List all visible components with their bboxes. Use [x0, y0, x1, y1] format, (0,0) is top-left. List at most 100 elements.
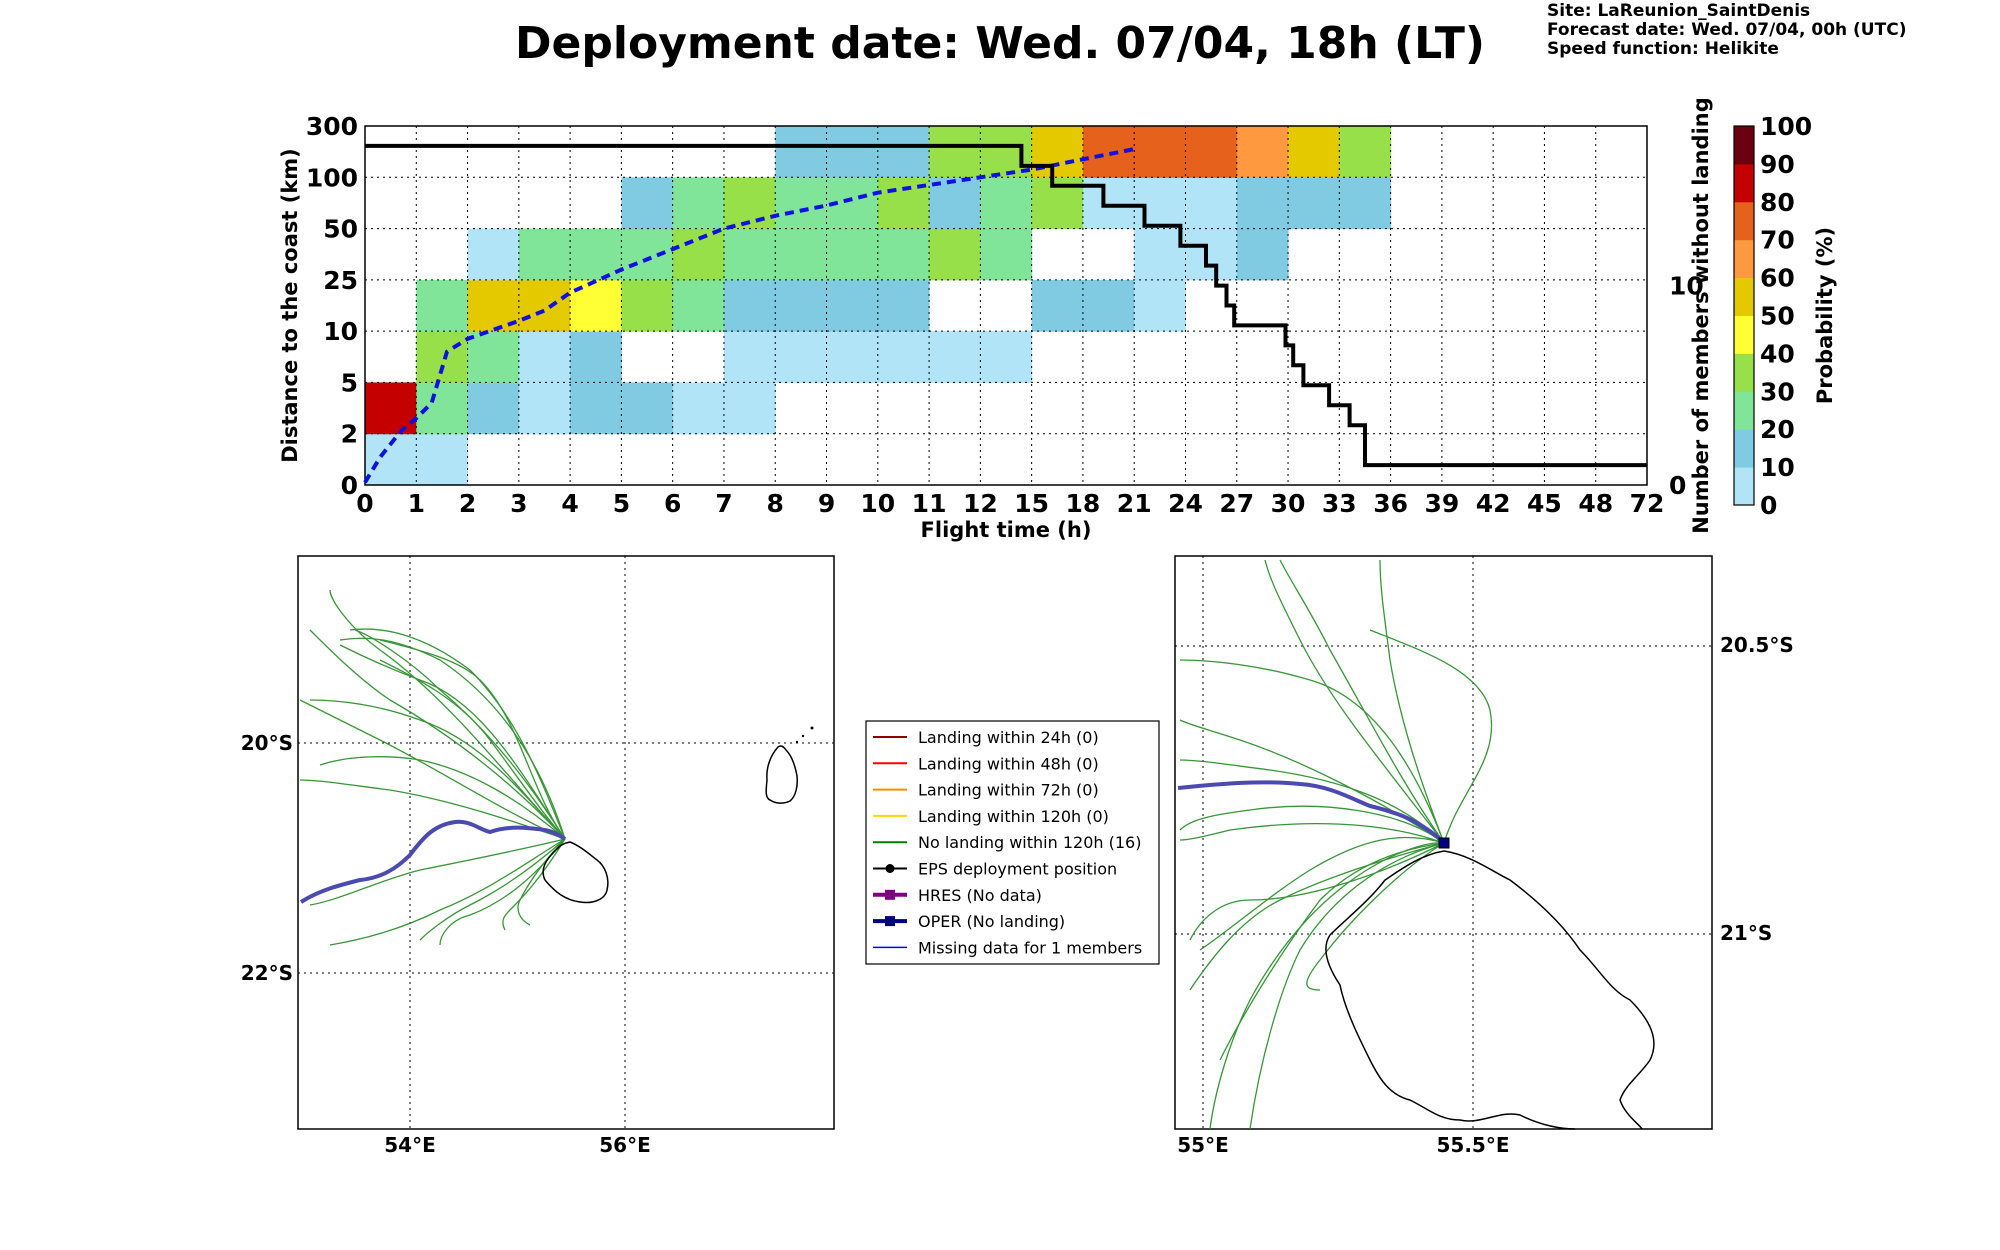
- deployment-position-marker: [1438, 837, 1450, 849]
- legend-label: Missing data for 1 members: [918, 938, 1142, 957]
- heatmap-cell: [467, 331, 520, 383]
- heatmap-cell: [877, 331, 930, 383]
- legend-label: Landing within 48h (0): [918, 754, 1099, 773]
- map-right-ensemble-tracks: [1179, 559, 1493, 1130]
- y2-axis-label: Number of members without landing: [1689, 97, 1713, 534]
- colorbar-tick-label: 60: [1760, 264, 1795, 293]
- islet-marker: [801, 734, 805, 738]
- x-tick-label: 11: [912, 489, 947, 518]
- heatmap-cell: [621, 279, 674, 332]
- heatmap-cell: [1134, 279, 1186, 332]
- heatmap-cell: [723, 331, 776, 383]
- reunion-island-outline: [542, 841, 609, 904]
- x-tick-label: 21: [1117, 489, 1152, 518]
- x-tick-label: 7: [715, 489, 732, 518]
- heatmap-cell: [518, 331, 571, 383]
- heatmap-cell: [518, 382, 571, 435]
- plot-frame: [364, 125, 1648, 486]
- heatmap-cell: [1185, 228, 1238, 281]
- legend-label: EPS deployment position: [918, 860, 1117, 879]
- colorbar-tick-label: 20: [1760, 415, 1795, 444]
- heatmap-cell: [1134, 228, 1186, 281]
- x-tick-label: 45: [1527, 489, 1562, 518]
- colorbar-segment: [1734, 163, 1754, 203]
- colorbar-tick-label: 0: [1760, 491, 1777, 520]
- x-tick-label: 0: [356, 489, 373, 518]
- legend-label: Landing within 24h (0): [918, 728, 1099, 747]
- heatmap-cell: [416, 331, 469, 383]
- islet-marker: [795, 740, 799, 744]
- heatmap-cell: [1134, 126, 1186, 178]
- colorbar-segment: [1734, 429, 1754, 468]
- x-tick-label: 3: [510, 489, 527, 518]
- colorbar-segment: [1734, 126, 1754, 165]
- heatmap-cell: [365, 382, 417, 435]
- heatmap-cell: [1339, 126, 1392, 178]
- heatmap-cell: [518, 228, 571, 281]
- x-tick-label: 2: [459, 489, 476, 518]
- heatmap-cell: [1236, 177, 1289, 230]
- map-right-lon-label: 55.5°E: [1436, 1133, 1509, 1157]
- y-axis-label: Distance to the coast (km): [278, 148, 302, 463]
- heatmap-cell: [877, 279, 930, 332]
- legend-frame: [865, 720, 1160, 965]
- reunion-coastline: [1325, 850, 1655, 1130]
- heatmap-cell: [467, 228, 520, 281]
- heatmap-plot: 0 1 2 3 4 5 6 7 8 9 10 11 12 15 18 21 24 27 30 33 36 39 42 45 48…: [278, 97, 1713, 542]
- heatmap-cell: [877, 228, 930, 281]
- x-tick-label: 72: [1630, 489, 1665, 518]
- x-tick-label: 12: [963, 489, 998, 518]
- x-tick-label: 39: [1424, 489, 1459, 518]
- legend-label: OPER (No landing): [918, 912, 1065, 931]
- heatmap-cell: [723, 177, 776, 230]
- members-without-landing-line: [365, 143, 1647, 468]
- colorbar-tick-label: 80: [1760, 188, 1795, 217]
- colorbar-segment: [1734, 467, 1754, 506]
- colorbar-segment: [1734, 315, 1754, 354]
- heatmap-cell: [775, 228, 828, 281]
- islet-marker: [810, 726, 814, 730]
- map-left: 20°S 22°S 54°E 56°E: [241, 555, 835, 1157]
- map-right-lon-label: 55°E: [1177, 1133, 1229, 1157]
- colorbar-tick-label: 10: [1760, 453, 1795, 482]
- heatmap-cell: [723, 382, 776, 435]
- colorbar-segment: [1734, 201, 1754, 241]
- x-tick-label: 10: [860, 489, 895, 518]
- heatmap-cell: [723, 228, 776, 281]
- x-tick-label: 27: [1219, 489, 1254, 518]
- colorbar-segment: [1734, 277, 1754, 316]
- heatmap-cell: [621, 177, 674, 230]
- chart-title: Deployment date: Wed. 07/04, 18h (LT): [515, 18, 1485, 69]
- x-tick-label: 36: [1373, 489, 1408, 518]
- heatmap-cell: [980, 331, 1033, 383]
- heatmap-cell: [570, 228, 622, 281]
- heatmap-cell: [877, 126, 930, 178]
- legend-marker: [885, 889, 895, 900]
- heatmap-cell: [416, 279, 469, 332]
- y2-tick-label: 10: [1669, 272, 1704, 301]
- x-tick-label: 15: [1014, 489, 1049, 518]
- x-tick-label: 30: [1271, 489, 1306, 518]
- heatmap-cell: [1288, 126, 1340, 178]
- site-label: Site: LaReunion_SaintDenis: [1547, 1, 1811, 21]
- heatmap-cell: [1082, 279, 1135, 332]
- heatmap-cell: [672, 177, 725, 230]
- heatmap-cell: [1288, 177, 1340, 230]
- colorbar: 0 10 20 30 40 50 60 70 80 90 100 Probability (%): [1733, 112, 1837, 520]
- mauritius-island-outline: [765, 745, 798, 804]
- heatmap-cell: [929, 228, 981, 281]
- map-left-lat-label: 22°S: [241, 961, 293, 985]
- y-tick-label: 300: [306, 112, 358, 141]
- heatmap-cell: [621, 228, 674, 281]
- heatmap-cell: [775, 126, 828, 178]
- x-tick-label: 18: [1066, 489, 1101, 518]
- y-tick-label: 2: [341, 420, 358, 449]
- y-tick-label: 10: [323, 317, 358, 346]
- heatmap-cell: [826, 279, 879, 332]
- map-right-oper-track: [1177, 780, 1446, 845]
- map-right-lat-label: 20.5°S: [1720, 633, 1794, 657]
- heatmap-cell: [980, 177, 1033, 230]
- heatmap-cell: [416, 433, 469, 486]
- heatmap-cell: [672, 382, 725, 435]
- heatmap-cell: [1031, 279, 1084, 332]
